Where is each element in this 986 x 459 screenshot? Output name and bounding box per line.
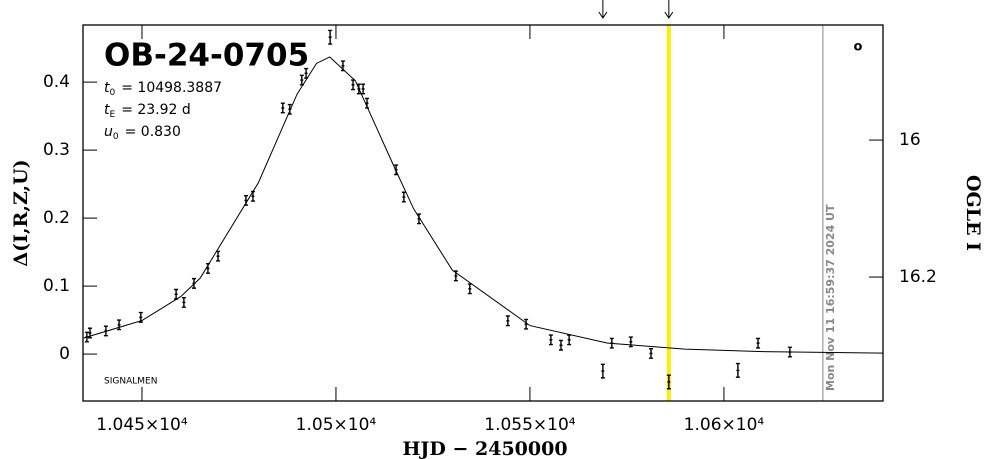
param-sub: E [110,110,116,120]
data-point [735,362,740,378]
data-point [628,336,633,348]
data-point [361,83,366,95]
data-point [364,97,369,109]
data-point [340,60,345,72]
data-point [558,339,563,351]
arrow [598,0,608,19]
x-tick-label: 1.06×10⁴ [684,415,765,435]
param-symbol: t [104,80,110,96]
param-sub: 0 [113,132,119,142]
data-point [401,191,406,203]
x-axis-label: HJD − 2450000 [402,438,567,459]
y2-tick-label: 16.2 [899,267,937,287]
param-symbol: u [104,124,113,140]
arrow [664,0,674,19]
corner-mark: o [854,40,863,55]
data-point [304,67,309,79]
parameter: t0 = 10498.3887 [104,80,222,98]
data-point [524,318,529,330]
y-tick-label: 0.2 [43,208,70,228]
param-text: = 0.830 [125,124,181,140]
data-point [453,270,458,282]
plot-frame [82,24,884,402]
data-point [666,374,671,390]
x-tick-label: 1.045×10⁴ [96,415,188,435]
x-tick-label: 1.05×10⁴ [296,415,377,435]
timestamp: Mon Nov 11 16:59:37 2024 UT [824,204,837,391]
data-point [600,363,605,379]
data-point [117,319,122,331]
data-point [416,213,421,225]
data-point [280,102,285,114]
y-axis-label: Δ(I,R,Z,U) [10,159,32,266]
parameter: tE = 23.92 d [104,102,191,120]
x-tick-label: 1.055×10⁴ [484,415,576,435]
param-sub: 0 [110,88,116,98]
data-point [351,79,356,91]
data-point [299,74,304,86]
data-point [467,283,472,295]
y-tick-label: 0 [59,344,70,364]
data-point [243,194,248,206]
data-point [138,311,143,323]
data-point [567,334,572,346]
y-tick-label: 0.3 [43,140,70,160]
data-point [505,315,510,327]
data-point [287,103,292,115]
chart-title: OB-24-0705 [104,38,309,74]
data-point [181,296,186,308]
data-point [205,262,210,274]
param-symbol: t [104,102,110,118]
data-point [328,29,333,45]
y2-tick-label: 16 [899,130,921,150]
param-text: = 10498.3887 [121,80,222,96]
data-point [174,288,179,300]
parameter: u0 = 0.830 [104,124,181,142]
data-point [756,337,761,349]
data-point [548,334,553,346]
y2-axis-label: OGLE I [962,175,984,251]
data-point [216,250,221,262]
data-point [87,327,92,339]
y-tick-label: 0.1 [43,276,70,296]
data-point [648,347,653,359]
param-text: = 23.92 d [121,102,191,118]
footer: SIGNALMEN [104,377,157,387]
y-tick-label: 0.4 [43,72,70,92]
model-line [83,56,884,354]
